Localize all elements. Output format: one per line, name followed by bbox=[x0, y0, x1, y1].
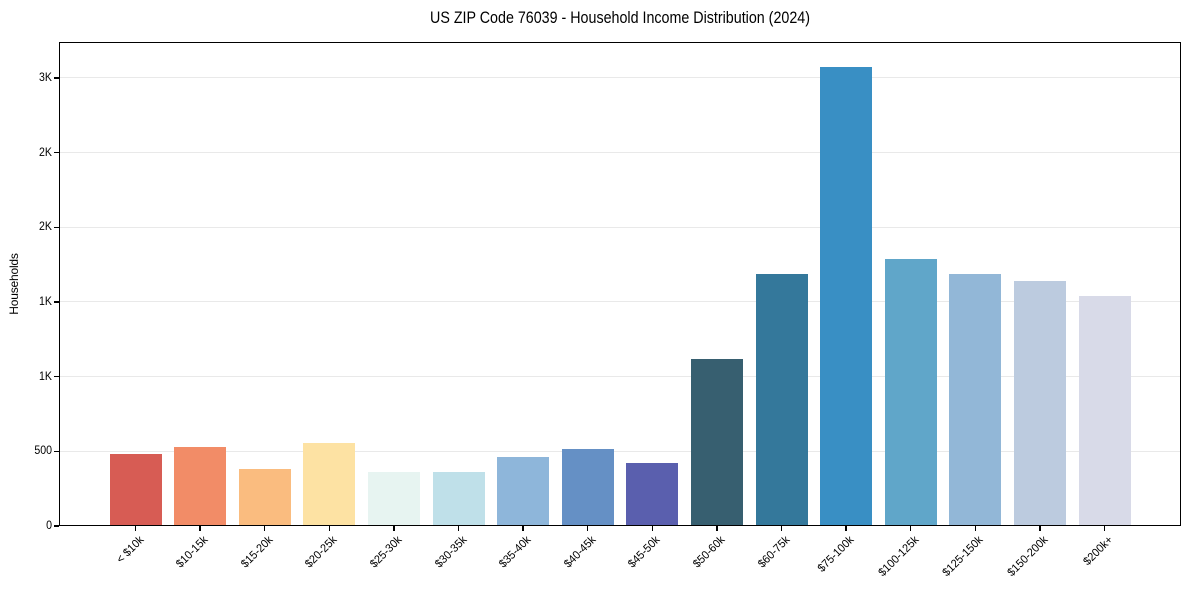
bar-40-45k bbox=[561, 449, 614, 526]
bar-30-35k bbox=[432, 471, 485, 526]
plot-area bbox=[59, 42, 1181, 526]
x-tick-label: $15-20k bbox=[238, 534, 276, 571]
chart-title: US ZIP Code 76039 - Household Income Dis… bbox=[430, 8, 810, 27]
y-tick-mark bbox=[54, 375, 59, 378]
bar-25-30k bbox=[367, 472, 420, 526]
gridline bbox=[59, 77, 1181, 79]
x-tick-mark bbox=[134, 526, 137, 531]
x-tick-label: $40-45k bbox=[561, 534, 599, 571]
y-tick-label: 500 bbox=[34, 445, 52, 458]
x-tick-label: $25-30k bbox=[367, 534, 405, 571]
x-tick-mark bbox=[522, 526, 524, 531]
x-tick-mark bbox=[910, 526, 912, 531]
x-tick-mark bbox=[264, 526, 266, 531]
y-tick-mark bbox=[54, 77, 59, 79]
gridline bbox=[59, 152, 1181, 154]
x-tick-label: < $10k bbox=[114, 534, 146, 566]
gridline bbox=[59, 376, 1181, 378]
x-tick-label: $100-125k bbox=[876, 534, 922, 580]
x-tick-mark bbox=[457, 526, 460, 531]
x-tick-label: $200k+ bbox=[1080, 534, 1115, 569]
y-tick-mark bbox=[54, 226, 59, 228]
bar-100-125k bbox=[884, 259, 937, 526]
y-tick-mark bbox=[54, 301, 59, 303]
y-tick-mark bbox=[54, 450, 59, 452]
y-tick-label: 1K bbox=[39, 295, 52, 308]
x-tick-label: $150-200k bbox=[1005, 534, 1051, 580]
x-tick-label: $35-40k bbox=[497, 534, 534, 571]
x-tick-mark bbox=[1039, 526, 1041, 531]
bar-200k bbox=[1078, 296, 1131, 526]
gridline bbox=[59, 450, 1181, 452]
bar-75-100k bbox=[820, 66, 873, 526]
x-tick-label: $75-100k bbox=[815, 534, 857, 575]
y-tick-mark bbox=[54, 151, 59, 154]
x-tick-mark bbox=[974, 526, 976, 531]
y-tick-label: 2K bbox=[39, 221, 52, 234]
x-tick-mark bbox=[393, 526, 395, 531]
bar-35-40k bbox=[497, 457, 550, 526]
x-tick-mark bbox=[328, 526, 330, 531]
y-tick-label: 3K bbox=[39, 71, 52, 84]
bar-150-200k bbox=[1013, 281, 1066, 526]
y-tick-label: 0 bbox=[46, 520, 52, 532]
bar-50-60k bbox=[690, 358, 743, 526]
x-tick-mark bbox=[780, 526, 783, 531]
x-tick-label: $10-15k bbox=[174, 534, 211, 571]
y-tick-label: 1K bbox=[39, 370, 52, 383]
x-tick-mark bbox=[199, 526, 201, 531]
x-tick-label: $50-60k bbox=[690, 534, 728, 571]
bar-45-50k bbox=[626, 463, 679, 526]
x-tick-mark bbox=[587, 526, 589, 531]
x-tick-label: $30-35k bbox=[432, 534, 469, 571]
bar-60-75k bbox=[755, 273, 808, 526]
gridline bbox=[59, 226, 1181, 228]
y-tick-mark bbox=[54, 525, 59, 527]
y-tick-label: 2K bbox=[39, 146, 52, 159]
x-tick-mark bbox=[651, 526, 653, 531]
x-tick-mark bbox=[845, 526, 847, 531]
bar-10k bbox=[109, 454, 162, 526]
x-tick-label: $60-75k bbox=[755, 534, 792, 571]
x-tick-mark bbox=[1103, 526, 1106, 531]
gridline bbox=[59, 301, 1181, 303]
bar-15-20k bbox=[238, 469, 291, 526]
x-tick-label: $45-50k bbox=[626, 534, 663, 571]
x-tick-label: $125-150k bbox=[940, 534, 986, 580]
bar-20-25k bbox=[303, 443, 356, 526]
bar-125-150k bbox=[949, 273, 1002, 526]
bar-10-15k bbox=[174, 446, 227, 526]
x-tick-mark bbox=[716, 526, 718, 531]
x-tick-label: $20-25k bbox=[303, 534, 340, 571]
